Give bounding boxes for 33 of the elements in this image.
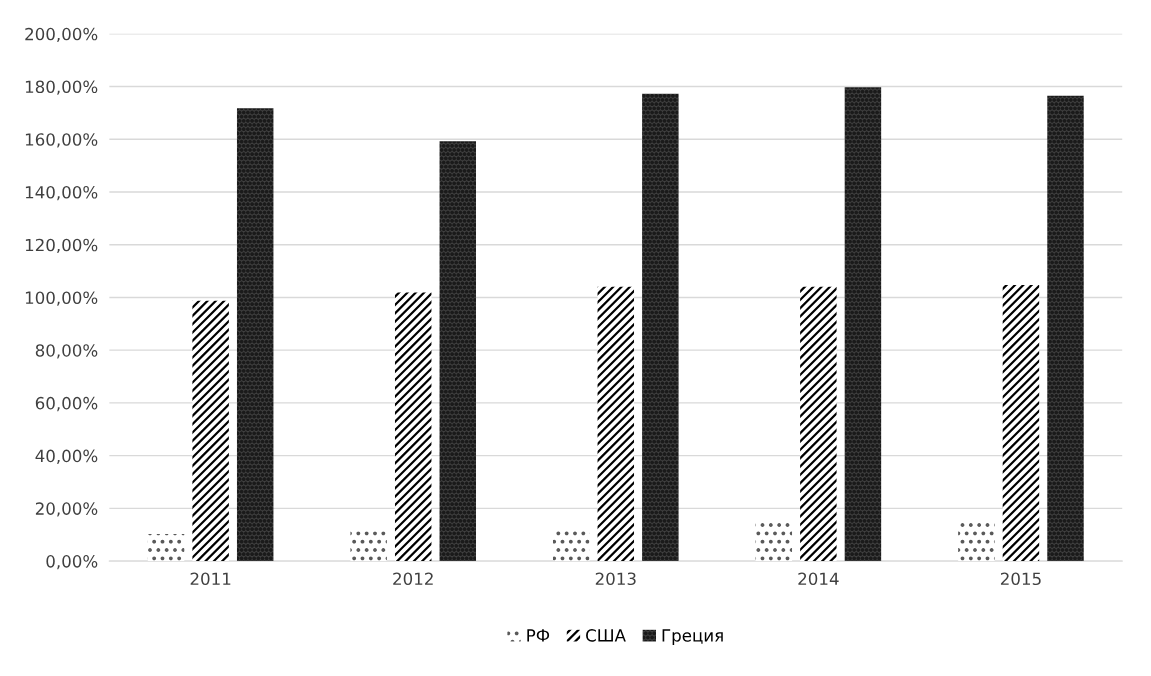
y-tick-label: 140,00%: [25, 185, 98, 201]
y-tick-label: 40,00%: [35, 449, 98, 464]
x-tick-label: 2013: [595, 572, 636, 586]
x-tick-label: 2011: [190, 572, 231, 586]
x-tick-label: 2014: [798, 572, 839, 586]
bar: [597, 286, 635, 562]
bar: [439, 141, 477, 562]
bar: [147, 533, 185, 562]
bar: [755, 520, 793, 562]
y-tick-label: 0,00%: [46, 555, 98, 570]
bar: [642, 93, 679, 562]
x-tick-label: 2012: [393, 572, 433, 586]
y-tick-label: 160,00%: [25, 133, 98, 148]
y-tick-label: 180,00%: [25, 80, 98, 95]
y-tick-label: 120,00%: [25, 238, 98, 253]
bar: [350, 531, 387, 562]
bar: [844, 87, 882, 562]
y-tick-label: 100,00%: [25, 291, 98, 306]
y-tick-label: 20,00%: [35, 502, 98, 517]
bar: [192, 300, 229, 562]
legend-label: РФ: [527, 629, 550, 642]
bar: [1047, 95, 1084, 562]
bar: [236, 108, 274, 562]
bar: [394, 292, 432, 562]
x-tick-label: 2015: [1000, 572, 1041, 586]
bar: [800, 286, 837, 562]
legend-label: США: [586, 629, 626, 642]
y-tick-label: 60,00%: [35, 396, 98, 412]
y-tick-label: 200,00%: [25, 27, 98, 43]
legend-label: Греция: [662, 629, 723, 645]
bar: [1002, 285, 1040, 562]
y-tick-label: 80,00%: [35, 344, 98, 359]
bar: [958, 520, 995, 562]
